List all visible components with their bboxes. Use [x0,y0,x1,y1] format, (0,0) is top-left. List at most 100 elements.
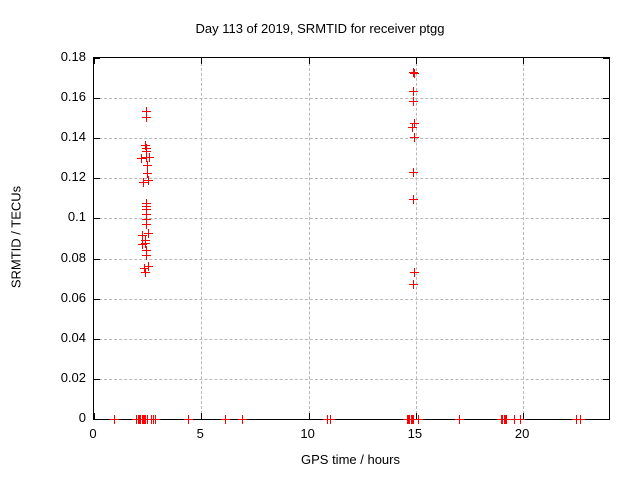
x-tick-label: 20 [514,426,530,441]
data-point-marker [142,219,152,229]
data-point-marker [144,228,154,238]
x-tick-top [201,58,203,64]
data-point-marker [142,153,152,163]
data-point-marker [140,236,150,245]
x-gridline [201,58,203,419]
data-point-marker [142,414,152,424]
data-point-marker [142,205,152,215]
y-gridline [94,338,609,340]
data-point-marker [221,414,231,424]
x-gridline [523,58,525,419]
y-tick-left [94,98,100,100]
data-point-marker [502,414,512,424]
y-gridline [94,178,609,180]
data-point-marker [410,69,420,79]
y-tick-left [94,378,100,380]
data-point-marker [409,132,419,142]
y-tick-right [603,338,609,340]
data-point-marker [144,152,154,162]
y-gridline [94,98,609,100]
data-point-marker [142,246,152,256]
y-tick-right [603,378,609,380]
y-tick-right [603,218,609,220]
data-point-marker [142,210,152,220]
data-point-marker [139,263,149,273]
x-tick-top [94,58,95,64]
data-point-marker [138,240,148,250]
y-axis-label: SRMTID / TECUs [8,185,24,289]
y-tick-right [603,298,609,300]
data-point-marker [141,268,151,278]
data-point-marker [454,414,464,424]
y-tick-right [603,258,609,260]
data-point-marker [326,414,336,424]
y-tick-label: 0.04 [60,329,86,345]
data-point-marker [141,106,151,116]
y-tick-label: 0.06 [60,289,86,305]
data-point-marker [141,239,151,249]
x-tick-label: 10 [300,426,315,441]
y-tick-label: 0.02 [60,369,86,385]
data-point-marker [409,67,419,77]
data-point-marker [142,169,152,179]
data-point-marker [409,268,419,278]
data-point-marker [142,251,152,261]
y-tick-label: 0 [78,410,86,425]
x-tick-bottom [201,413,203,419]
y-gridline [94,298,609,300]
y-gridline [94,258,609,260]
y-tick-label: 0.12 [60,169,86,185]
x-tick-top [523,58,525,64]
x-tick-bottom [94,413,95,419]
data-point-marker [142,161,152,171]
plot-area [93,57,610,424]
y-tick-right [603,419,609,420]
data-point-marker [575,414,585,424]
y-tick-left [94,258,100,260]
y-tick-left [94,338,100,340]
x-axis-label: GPS time / hours [301,452,400,467]
data-point-marker [408,195,418,205]
data-point-marker [238,414,248,424]
data-point-marker [109,414,119,424]
data-point-marker [510,414,520,424]
x-tick-top [415,58,417,64]
data-point-marker [138,230,148,240]
x-tick-label: 15 [407,426,423,441]
y-tick-right [603,178,609,180]
y-gridline [94,138,609,140]
data-point-marker [408,87,418,97]
y-gridline [94,378,609,380]
data-point-marker [413,414,423,424]
y-tick-left [94,58,100,59]
data-point-marker [141,112,151,122]
x-tick-label: 0 [89,426,97,441]
data-point-marker [409,118,419,128]
y-tick-label: 0.08 [60,249,86,265]
y-tick-right [603,138,609,140]
y-tick-right [603,98,609,100]
y-tick-label: 0.1 [67,209,86,225]
data-point-marker [408,279,418,289]
data-point-marker [408,122,418,132]
y-gridline [94,218,609,220]
data-point-marker [143,175,153,185]
data-point-marker [408,96,418,106]
y-tick-right [603,58,609,59]
data-point-marker [150,414,160,424]
y-tick-left [94,218,100,220]
data-point-marker [142,147,152,157]
y-tick-left [94,419,100,420]
x-tick-top [308,58,310,64]
x-tick-bottom [308,413,310,419]
y-tick-label: 0.16 [60,89,86,105]
y-tick-left [94,138,100,140]
x-tick-bottom [523,413,525,419]
y-tick-label: 0.14 [60,129,86,145]
data-point-marker [139,178,149,188]
x-tick-label: 5 [196,426,204,441]
data-point-marker [144,261,154,271]
data-point-marker [137,153,147,163]
x-gridline [308,58,310,419]
